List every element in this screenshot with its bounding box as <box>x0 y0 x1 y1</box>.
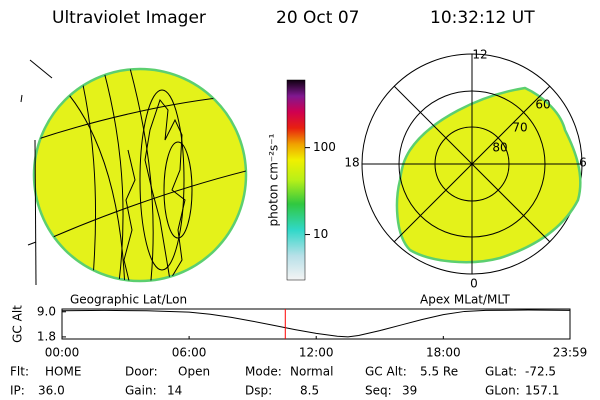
x-tick-label: 06:00 <box>172 346 207 360</box>
geo-map <box>20 59 248 286</box>
polar-label: Apex MLat/MLT <box>420 293 510 307</box>
y-tick-label: 1.8 <box>37 329 56 343</box>
mlt-label: 12 <box>472 48 487 62</box>
x-tick-label: 12:00 <box>299 346 334 360</box>
date: 20 Oct 07 <box>276 8 359 28</box>
status-value: -72.5 <box>525 365 556 379</box>
status-value: Open <box>178 365 210 379</box>
mlt-label: 0 <box>470 277 478 291</box>
status-label: GC Alt: <box>365 365 407 379</box>
status-value: 8.5 <box>300 384 319 398</box>
status-label: IP: <box>10 384 25 398</box>
status-label: GLon: <box>485 384 520 398</box>
x-tick-label: 23:59 <box>553 346 588 360</box>
mlt-label: 18 <box>344 156 359 170</box>
timeline: 9.0 1.8 00:00 06:00 12:00 18:00 23:59 <box>37 304 587 359</box>
geo-label: Geographic Lat/Lon <box>70 293 187 307</box>
status-value: 14 <box>167 384 182 398</box>
status-label: Gain: <box>125 384 157 398</box>
timeline-frame <box>61 308 571 340</box>
polar-map: 60 70 80 12 18 6 0 <box>344 48 586 291</box>
x-tick-label: 18:00 <box>426 346 461 360</box>
mlat-label: 70 <box>512 121 527 135</box>
colorbar <box>286 79 306 281</box>
status-label: Seq: <box>365 384 392 398</box>
status-label: Door: <box>125 365 158 379</box>
auroral-oval <box>395 86 582 264</box>
y-tick-label: 9.0 <box>37 304 56 318</box>
status-value: 5.5 Re <box>420 365 458 379</box>
status-value: 157.1 <box>525 384 559 398</box>
title: Ultraviolet Imager <box>52 8 206 28</box>
altitude-line <box>61 309 571 338</box>
colorbar-label: photon cm⁻²s⁻¹ <box>267 133 281 226</box>
polar-axis <box>393 85 551 243</box>
status-value: HOME <box>45 365 81 379</box>
x-tick-label: 00:00 <box>45 346 80 360</box>
mlt-label: 6 <box>579 156 587 170</box>
colorbar-ticks: 10 100 <box>305 140 336 241</box>
status-value: Normal <box>290 365 333 379</box>
time: 10:32:12 UT <box>430 8 535 28</box>
mlat-label: 60 <box>535 98 550 112</box>
status-label: Mode: <box>245 365 282 379</box>
mlat-label: 80 <box>492 141 507 155</box>
status-label: GLat: <box>485 365 517 379</box>
colorbar-tick-label: 100 <box>313 140 336 154</box>
status-label: Dsp: <box>245 384 272 398</box>
status-value: 36.0 <box>38 384 65 398</box>
status-label: Flt: <box>10 365 29 379</box>
colorbar-tick-label: 10 <box>313 227 328 241</box>
status-panel: Flt: HOME Door: Open Mode: Normal GC Alt: 5.5 R… <box>10 365 559 398</box>
status-value: 39 <box>402 384 417 398</box>
y-axis-label: GC Alt <box>11 305 25 343</box>
